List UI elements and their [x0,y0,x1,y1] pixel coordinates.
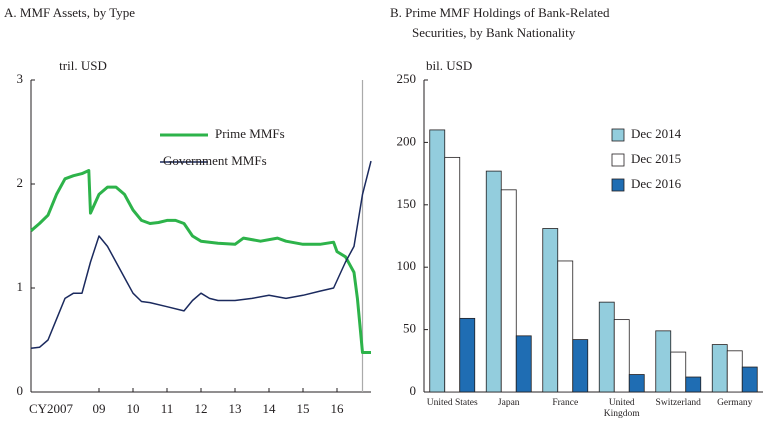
y-tick-label: 150 [397,196,417,211]
x-tick-label: 12 [195,401,208,416]
y-tick-label: 0 [410,383,417,398]
x-tick-label: Switzerland [655,398,701,408]
y-tick-label: 50 [403,321,416,336]
bar [500,189,517,393]
category-label-box: Japan [497,398,520,408]
x-tick-label: 11 [161,401,174,416]
category-label-box: France [552,398,579,408]
chart-title: Securities, by Bank Nationality [412,25,576,40]
x-tick-label: 09 [93,401,106,416]
legend-label: Dec 2014 [631,126,682,141]
bar [515,335,532,393]
legend-label: Dec 2015 [631,151,681,166]
legend-swatch [611,128,625,142]
y-tick-label: 0 [17,383,24,398]
x-tick-label: 14 [263,401,277,416]
chart-title: A. MMF Assets, by Type [4,5,135,20]
bar [557,260,574,393]
bar [655,330,672,393]
legend-label: Dec 2016 [631,176,682,191]
y-tick-label: 1 [17,279,24,294]
y-tick-label: 250 [397,71,417,86]
y-tick-label: 2 [17,175,24,190]
bar [598,301,615,393]
x-tick-label: United Kingdom [603,398,640,419]
x-tick-label: CY2007 [29,401,74,416]
legend-label: Prime MMFs [215,126,285,141]
bar [685,376,702,393]
x-tick-label: United States [426,398,478,408]
x-tick-label: Germany [717,398,753,408]
line-series [30,169,371,354]
x-tick-label: 13 [229,401,242,416]
category-label-box: Switzerland [655,398,701,408]
legend-swatch [611,153,625,167]
bar [726,350,743,393]
bar [459,317,476,393]
bar [444,156,461,393]
y-axis-label: tril. USD [59,58,107,73]
legend-swatch [611,178,625,192]
y-tick-label: 3 [17,71,24,86]
x-tick-label: 15 [297,401,310,416]
bar [485,170,502,393]
x-tick-label: 16 [331,401,345,416]
bar [572,339,589,393]
bar [741,366,758,393]
chart-title: B. Prime MMF Holdings of Bank-Related [390,5,610,20]
y-tick-label: 200 [397,133,417,148]
bar [613,319,630,393]
category-label-box: United States [426,398,478,408]
category-label-box: Germany [717,398,753,408]
x-tick-label: 10 [127,401,140,416]
y-axis-label: bil. USD [426,58,472,73]
legend-label: Government MMFs [163,153,267,168]
x-tick-label: France [552,398,579,408]
bar [670,351,687,393]
y-tick-label: 100 [397,258,417,273]
x-tick-label: Japan [497,398,520,408]
bar [711,344,728,393]
bar [628,374,645,393]
bar [429,129,446,393]
category-label-box: United Kingdom [603,398,640,419]
line-series [30,160,372,350]
bar [542,228,559,393]
